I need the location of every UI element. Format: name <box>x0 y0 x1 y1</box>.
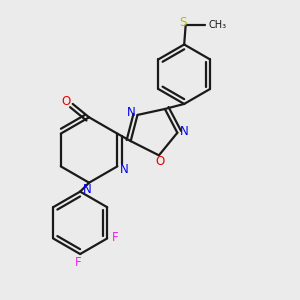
Text: N: N <box>83 183 92 196</box>
Text: CH₃: CH₃ <box>208 20 227 30</box>
Text: N: N <box>127 106 135 119</box>
Text: S: S <box>180 16 187 29</box>
Text: O: O <box>61 95 71 108</box>
Text: F: F <box>112 231 119 244</box>
Text: F: F <box>75 256 82 269</box>
Text: N: N <box>179 125 188 138</box>
Text: N: N <box>119 163 128 176</box>
Text: O: O <box>156 155 165 168</box>
